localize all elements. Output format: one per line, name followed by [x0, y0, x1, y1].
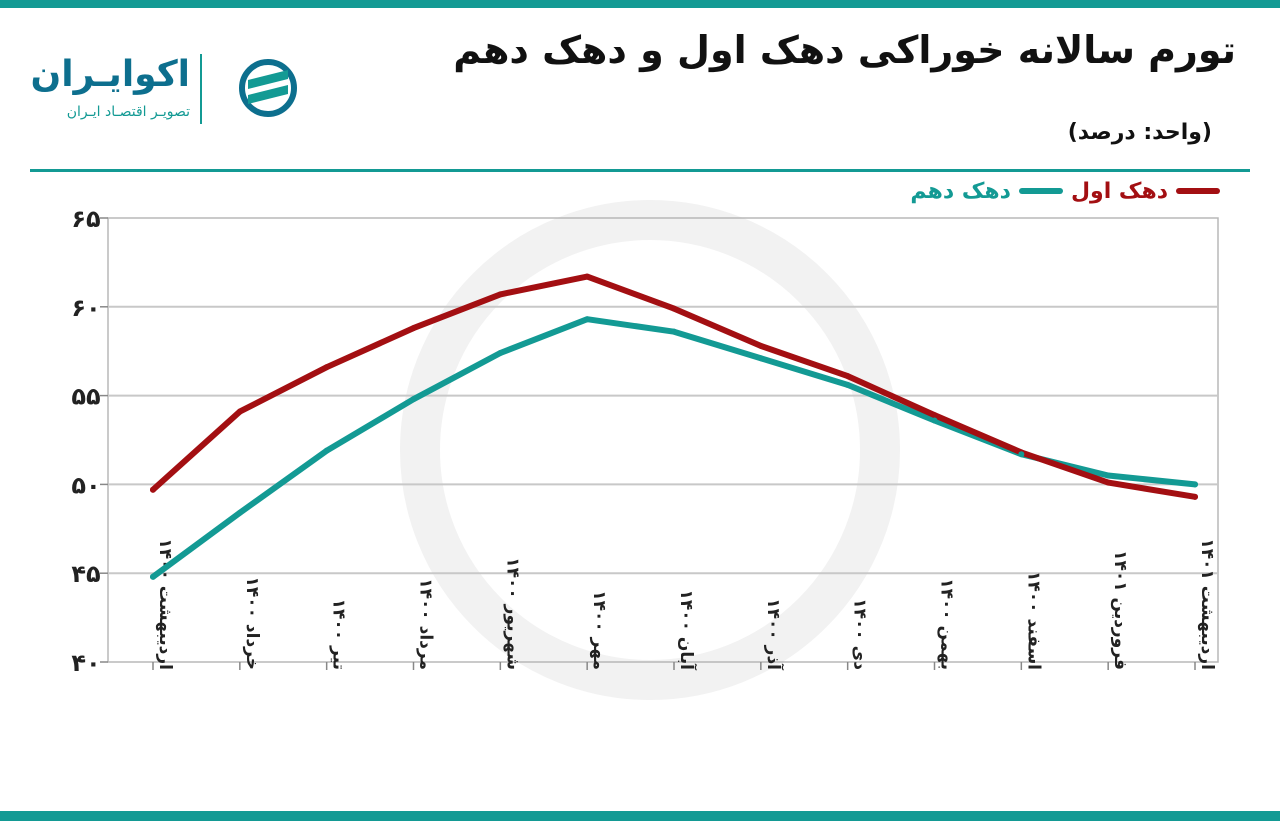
- data-point-decile10: [757, 355, 764, 362]
- x-tick-label: تیر ۱۴۰۰: [329, 599, 349, 670]
- watermark-logo: [400, 200, 900, 700]
- x-tick-label: آبان ۱۴۰۰: [676, 589, 698, 671]
- x-tick-label: فروردین ۱۴۰۱: [1110, 550, 1130, 670]
- brand-logo: اکوایـران تصویـر اقتصـاد ایـران: [30, 50, 300, 135]
- y-tick-label: ۶۵: [71, 205, 100, 233]
- logo-name: اکوایـران: [30, 54, 190, 95]
- ecoiran-logo-icon: [239, 59, 297, 117]
- legend-item-decile10: دهک دهم: [910, 179, 1063, 204]
- x-tick-label: اردیبهشت ۱۴۰۰: [155, 538, 175, 670]
- x-tick-label: بهمن ۱۴۰۰: [937, 578, 957, 670]
- data-point-decile1: [497, 291, 504, 298]
- y-tick-label: ۵۰: [71, 471, 100, 499]
- data-point-decile1: [671, 305, 677, 312]
- data-point-decile10: [931, 417, 938, 424]
- data-point-decile10: [410, 396, 417, 403]
- y-tick-label: ۴۰: [71, 649, 100, 677]
- chart-unit: (واحد: درصد): [1067, 120, 1212, 145]
- data-point-decile10: [671, 328, 677, 335]
- data-point-decile1: [1105, 479, 1112, 486]
- x-tick-label: دی ۱۴۰۰: [850, 598, 870, 670]
- legend-swatch-decile10: [1018, 188, 1063, 194]
- legend-swatch-decile1: [1176, 188, 1220, 194]
- x-tick-label: مهر ۱۴۰۰: [589, 590, 609, 670]
- data-point-decile10: [236, 509, 243, 516]
- data-point-decile1: [150, 486, 156, 493]
- data-point-decile1: [410, 325, 417, 332]
- header-divider: [30, 169, 1250, 172]
- data-point-decile10: [497, 349, 504, 356]
- x-tick-label: خرداد ۱۴۰۰: [242, 576, 262, 670]
- logo-separator: [200, 54, 202, 124]
- x-tick-label: اردیبهشت ۱۴۰۱: [1197, 538, 1217, 670]
- logo-tagline: تصویـر اقتصـاد ایـران: [66, 104, 190, 120]
- data-point-decile1: [1192, 493, 1198, 500]
- data-point-decile1: [757, 342, 764, 349]
- chart-legend: دهک اول دهک دهم: [910, 176, 1220, 206]
- y-tick-label: ۵۵: [71, 383, 100, 411]
- data-point-decile1: [931, 412, 938, 419]
- x-tick-label: آذر ۱۴۰۰: [763, 598, 785, 671]
- x-tick-label: مرداد ۱۴۰۰: [416, 578, 436, 670]
- data-point-decile1: [844, 373, 851, 380]
- data-point-decile10: [844, 381, 851, 388]
- data-point-decile10: [1192, 481, 1198, 488]
- legend-label-decile10: دهک دهم: [910, 178, 1011, 204]
- series-line-decile10: [150, 316, 1198, 580]
- data-point-decile10: [584, 316, 591, 323]
- y-tick-label: ۶۰: [71, 294, 100, 322]
- data-point-decile10: [1018, 451, 1025, 458]
- data-point-decile1: [323, 364, 330, 371]
- legend-label-decile1: دهک اول: [1070, 178, 1168, 204]
- y-tick-label: ۴۵: [71, 560, 100, 588]
- bottom-accent-bar: [0, 811, 1280, 821]
- top-accent-bar: [0, 0, 1280, 8]
- data-point-decile1: [584, 273, 591, 280]
- x-tick-label: شهریور ۱۴۰۰: [502, 557, 522, 670]
- data-point-decile10: [1105, 472, 1112, 479]
- x-tick-label: اسفند ۱۴۰۰: [1023, 571, 1043, 670]
- legend-item-decile1: دهک اول: [1071, 179, 1220, 204]
- chart-title: تورم سالانه خوراکی دهک اول و دهک دهم: [453, 28, 1236, 72]
- data-point-decile1: [236, 408, 243, 415]
- plot-area: [107, 217, 1219, 663]
- data-point-decile10: [150, 573, 156, 580]
- data-point-decile10: [323, 447, 330, 454]
